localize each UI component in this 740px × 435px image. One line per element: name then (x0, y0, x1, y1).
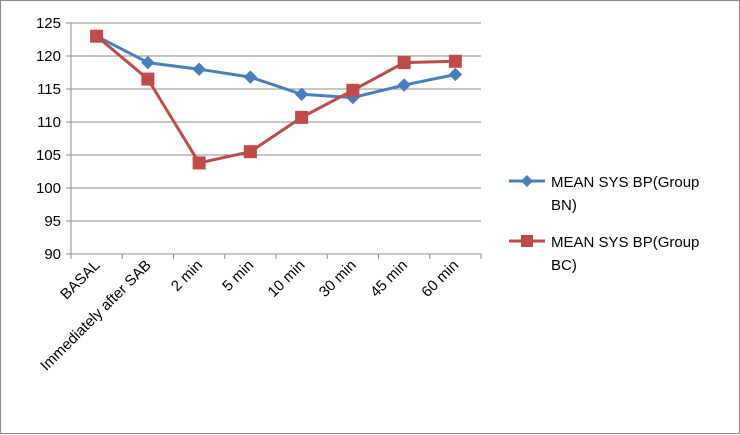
x-tick-label: 10 min (265, 257, 309, 301)
y-axis-tick-labels: 90 95 100 105 110 115 120 125 (36, 15, 61, 263)
legend-item-1: MEAN SYS BP(Group BN) (509, 174, 699, 214)
y-tick-label: 120 (36, 48, 61, 65)
x-tick-label: 2 min (168, 257, 206, 295)
legend-item-2: MEAN SYS BP(Group BC) (509, 234, 699, 274)
data-point-diamond (448, 67, 463, 82)
y-tick-label: 90 (44, 246, 61, 263)
legend-marker-diamond (521, 175, 533, 187)
data-point-square (448, 54, 462, 68)
data-point-diamond (243, 70, 258, 84)
legend-marker-square (521, 235, 533, 247)
gridlines (66, 22, 481, 255)
data-point-square (192, 156, 206, 170)
data-point-square (243, 145, 257, 159)
x-tick-label: BASAL (57, 257, 103, 303)
data-point-diamond (294, 87, 309, 101)
axes (70, 23, 482, 259)
data-point-square (295, 110, 309, 124)
legend-label: MEAN SYS BP(Group (551, 174, 699, 191)
data-point-square (90, 29, 104, 43)
legend: MEAN SYS BP(Group BN) MEAN SYS BP(Group BC) (509, 174, 699, 274)
legend-label: BC) (551, 257, 577, 274)
y-tick-label: 95 (44, 213, 61, 230)
legend-label: MEAN SYS BP(Group (551, 234, 699, 251)
data-point-diamond (192, 62, 206, 76)
data-point-diamond (141, 55, 155, 70)
x-tick-label: 45 min (367, 257, 411, 301)
x-tick-label: 5 min (219, 257, 257, 295)
series-2 (90, 29, 462, 170)
data-point-square (141, 72, 155, 86)
y-tick-label: 110 (37, 114, 61, 131)
data-point-square (346, 83, 360, 97)
data-point-diamond (397, 78, 411, 92)
y-tick-label: 115 (37, 81, 61, 98)
series-line (95, 35, 456, 165)
data-point-square (397, 56, 411, 70)
series-line (95, 34, 456, 100)
x-tick-label: 30 min (316, 257, 360, 301)
y-tick-label: 125 (36, 15, 61, 32)
legend-label: BN) (551, 197, 577, 214)
y-tick-label: 105 (36, 147, 61, 164)
y-tick-label: 100 (36, 180, 61, 197)
x-tick-label: 60 min (418, 257, 462, 301)
series (89, 29, 463, 170)
